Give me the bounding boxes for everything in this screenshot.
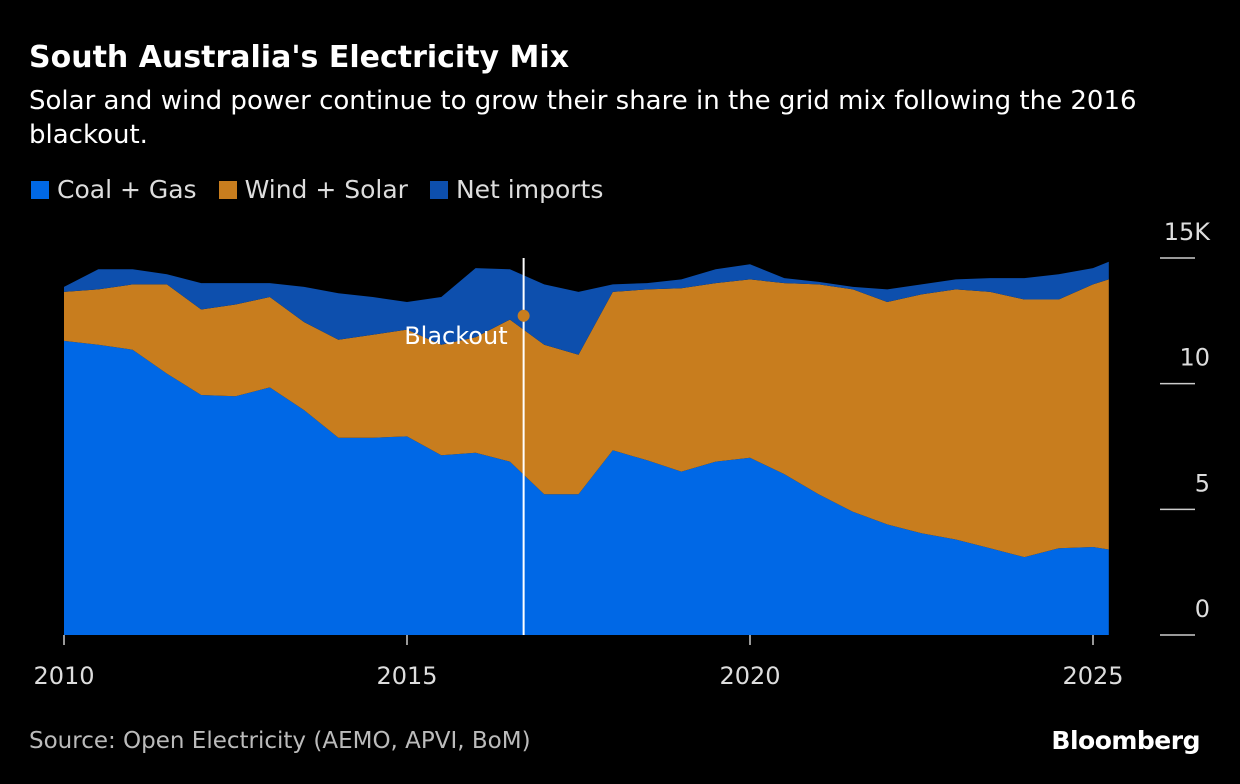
area: [64, 340, 1109, 635]
x-tick-label: 2015: [376, 662, 437, 690]
x-tick-label: 2025: [1062, 662, 1123, 690]
chart-subtitle: Solar and wind power continue to grow th…: [29, 86, 1137, 150]
legend-label: Wind + Solar: [244, 175, 408, 204]
y-tick-label: 15K: [1164, 218, 1212, 246]
brand: Bloomberg: [1051, 726, 1200, 755]
legend-label: Net imports: [455, 175, 604, 204]
legend-swatch: [429, 180, 448, 199]
x-tick-label: 2010: [33, 662, 94, 690]
annotation-dot: [517, 309, 530, 322]
legend-item: Net imports: [429, 175, 604, 204]
legend-item: Wind + Solar: [218, 175, 408, 204]
legend-swatch: [218, 180, 237, 199]
source: Source: Open Electricity (AEMO, APVI, Bo…: [29, 728, 531, 754]
legend-item: Coal + Gas: [31, 175, 197, 204]
area: [64, 279, 1109, 558]
x-tick-label: 2020: [719, 662, 780, 690]
legend: Coal + Gas Wind + Solar Net imports: [31, 175, 603, 204]
y-tick-label: 5: [1195, 469, 1210, 497]
y-tick-label: 10: [1179, 344, 1210, 372]
legend-swatch: [31, 180, 49, 199]
y-tick-label: 0: [1195, 595, 1210, 623]
legend-label: Coal + Gas: [57, 175, 197, 204]
annotation-label: Blackout: [404, 322, 507, 350]
area: [64, 261, 1109, 355]
chart-title: South Australia's Electricity Mix: [29, 40, 570, 75]
